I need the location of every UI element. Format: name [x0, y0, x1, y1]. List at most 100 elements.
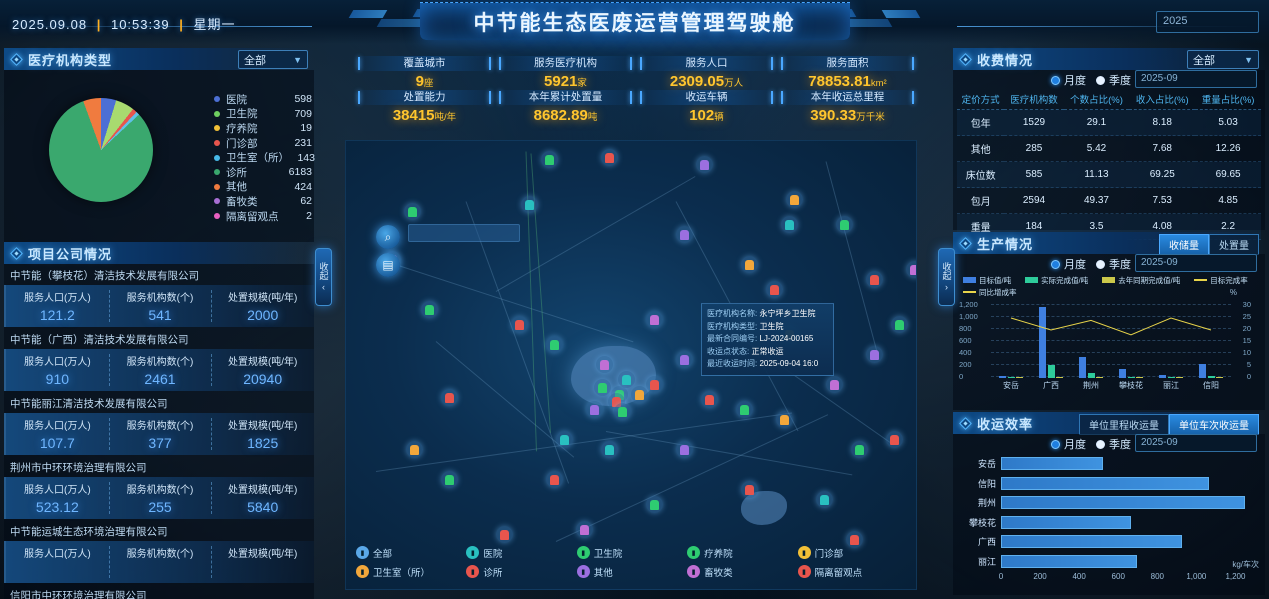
company-card[interactable]: 中节能（广西）清洁技术发展有限公司 服务人口(万人) 910 服务机构数(个) 2461…: [4, 330, 314, 391]
institution-pie-chart[interactable]: [49, 98, 153, 202]
company-card[interactable]: 信阳市中环环境治理有限公司服务人口(万人)447.03服务机构数(个)1237处…: [4, 586, 314, 599]
chart-legend-item[interactable]: 去年同期完成值/吨: [1102, 274, 1187, 286]
map-marker[interactable]: [594, 379, 611, 396]
map-marker[interactable]: [586, 401, 603, 418]
map-search-input[interactable]: [408, 224, 520, 242]
company-list[interactable]: 中节能（攀枝花）清洁技术发展有限公司 服务人口(万人) 121.2 服务机构数(个) 5…: [4, 264, 314, 599]
map-marker[interactable]: [618, 371, 635, 388]
map-marker[interactable]: [886, 431, 903, 448]
table-row[interactable]: 床位数 585 11.13 69.25 69.65: [957, 161, 1261, 188]
map-marker[interactable]: [521, 196, 538, 213]
map-marker[interactable]: [421, 301, 438, 318]
legend-item[interactable]: 畜牧类 62: [214, 194, 312, 209]
map-marker[interactable]: [646, 496, 663, 513]
bar-row[interactable]: 荆州: [961, 495, 1255, 510]
year-selector[interactable]: 2025: [1156, 11, 1259, 33]
map-marker[interactable]: [766, 281, 783, 298]
map-marker[interactable]: [676, 351, 693, 368]
map-marker[interactable]: [741, 256, 758, 273]
legend-item[interactable]: 医院 598: [214, 92, 312, 107]
map-legend-item[interactable]: ▮ 诊所: [466, 562, 576, 581]
map-container[interactable]: ⌕ ▤ 医疗机构名称: 永宁坪乡卫生院 医疗机构类型: 卫生院 最新合同编号: …: [345, 140, 917, 590]
map-marker[interactable]: [646, 376, 663, 393]
chart-legend-item[interactable]: 目标完成率: [1194, 274, 1255, 286]
map-marker[interactable]: [546, 471, 563, 488]
map-marker[interactable]: [891, 316, 908, 333]
bar-group[interactable]: [1191, 306, 1231, 378]
map-marker[interactable]: [676, 226, 693, 243]
map-marker[interactable]: [546, 336, 563, 353]
bar-row[interactable]: 广西: [961, 534, 1255, 549]
bar-row[interactable]: 丽江: [961, 554, 1255, 569]
map-legend-item[interactable]: ▮ 隔离留观点: [797, 562, 908, 581]
chart-legend-item[interactable]: 实际完成值/吨: [1025, 274, 1095, 286]
company-card[interactable]: 中节能丽江清洁技术发展有限公司 服务人口(万人) 107.7 服务机构数(个) 377 处…: [4, 394, 314, 455]
tab-trip[interactable]: 单位车次收运量: [1169, 414, 1259, 435]
radio-monthly[interactable]: 月度: [1051, 72, 1086, 88]
tab-mileage[interactable]: 单位里程收运量: [1079, 414, 1169, 435]
map-marker[interactable]: [906, 261, 916, 278]
map-marker[interactable]: [541, 151, 558, 168]
map-marker[interactable]: [846, 531, 863, 548]
fee-period-radios[interactable]: 月度 季度: [1041, 72, 1131, 88]
radio-quarterly[interactable]: 季度: [1096, 72, 1131, 88]
left-collapse-button[interactable]: 收起 ‹: [315, 248, 332, 306]
chart-legend-item[interactable]: 目标值/吨: [963, 274, 1018, 286]
bar-group[interactable]: [1151, 306, 1191, 378]
map-marker[interactable]: [441, 471, 458, 488]
efficiency-month-picker[interactable]: 2025-09: [1135, 434, 1257, 452]
efficiency-period-radios[interactable]: 月度 季度: [1041, 436, 1131, 452]
legend-item[interactable]: 诊所 6183: [214, 165, 312, 180]
map-marker[interactable]: [511, 316, 528, 333]
search-icon[interactable]: ⌕: [376, 225, 400, 249]
map-marker[interactable]: [441, 389, 458, 406]
map-legend-item[interactable]: ▮ 医院: [466, 543, 576, 562]
map-legend-item[interactable]: ▮ 其他: [576, 562, 687, 581]
map-marker[interactable]: [851, 441, 868, 458]
map-marker[interactable]: [741, 481, 758, 498]
map-marker[interactable]: [816, 491, 833, 508]
map-legend-item[interactable]: ▮ 畜牧类: [687, 562, 797, 581]
company-card[interactable]: 中节能（攀枝花）清洁技术发展有限公司 服务人口(万人) 121.2 服务机构数(个) 5…: [4, 266, 314, 327]
institution-type-filter[interactable]: 全部 ▼: [238, 50, 308, 69]
map-marker[interactable]: [608, 393, 625, 410]
map-marker[interactable]: [826, 376, 843, 393]
radio-monthly[interactable]: 月度: [1051, 436, 1086, 452]
map-marker[interactable]: [496, 526, 513, 543]
table-row[interactable]: 其他 285 5.42 7.68 12.26: [957, 135, 1261, 162]
efficiency-tabs[interactable]: 单位里程收运量 单位车次收运量: [1079, 414, 1259, 435]
radio-monthly[interactable]: 月度: [1051, 256, 1086, 272]
radio-quarterly[interactable]: 季度: [1096, 256, 1131, 272]
fee-month-picker[interactable]: 2025-09: [1135, 70, 1257, 88]
map-legend-item[interactable]: ▮ 疗养院: [687, 543, 797, 562]
legend-item[interactable]: 卫生院 709: [214, 107, 312, 122]
map-legend[interactable]: ▮ 全部 ▮ 医院 ▮ 卫生院 ▮ 疗养院 ▮ 门诊部 ▮ 卫生室（所） ▮ 诊所 ▮ 其他 ▮ 畜牧类 ▮ 隔离留观…: [346, 543, 916, 581]
legend-item[interactable]: 卫生室（所） 143: [214, 150, 315, 165]
production-month-picker[interactable]: 2025-09: [1135, 254, 1257, 272]
production-period-radios[interactable]: 月度 季度: [1041, 256, 1131, 272]
map-marker[interactable]: [556, 431, 573, 448]
map-marker[interactable]: [596, 356, 613, 373]
table-row[interactable]: 包月 2594 49.37 7.53 4.85: [957, 187, 1261, 214]
map-marker[interactable]: [701, 391, 718, 408]
bar-group[interactable]: [991, 306, 1031, 378]
fee-filter-select[interactable]: 全部 ▼: [1187, 50, 1259, 69]
map-marker[interactable]: [576, 521, 593, 538]
map-marker[interactable]: [786, 191, 803, 208]
legend-item[interactable]: 其他 424: [214, 180, 312, 195]
company-card[interactable]: 中节能运城生态环境治理有限公司 服务人口(万人) 服务机构数(个) 处置规模(吨/年): [4, 522, 314, 583]
production-chart[interactable]: 目标值/吨 实际完成值/吨 去年同期完成值/吨 目标完成率 同比增成率 % 1,200 3…: [957, 274, 1261, 392]
chart-legend-item[interactable]: 同比增成率: [963, 286, 1024, 298]
map-legend-item[interactable]: ▮ 门诊部: [797, 543, 908, 562]
tab-disposal[interactable]: 处置量: [1209, 234, 1259, 255]
map-marker[interactable]: [404, 203, 421, 220]
map-marker[interactable]: [601, 441, 618, 458]
production-tabs[interactable]: 收储量 处置量: [1159, 234, 1259, 255]
bar-group[interactable]: [1031, 306, 1071, 378]
layers-icon[interactable]: ▤: [376, 253, 400, 277]
map-marker[interactable]: [781, 216, 798, 233]
map-marker[interactable]: [601, 149, 618, 166]
map-marker[interactable]: [646, 311, 663, 328]
map-marker[interactable]: [676, 441, 693, 458]
legend-item[interactable]: 门诊部 231: [214, 136, 312, 151]
